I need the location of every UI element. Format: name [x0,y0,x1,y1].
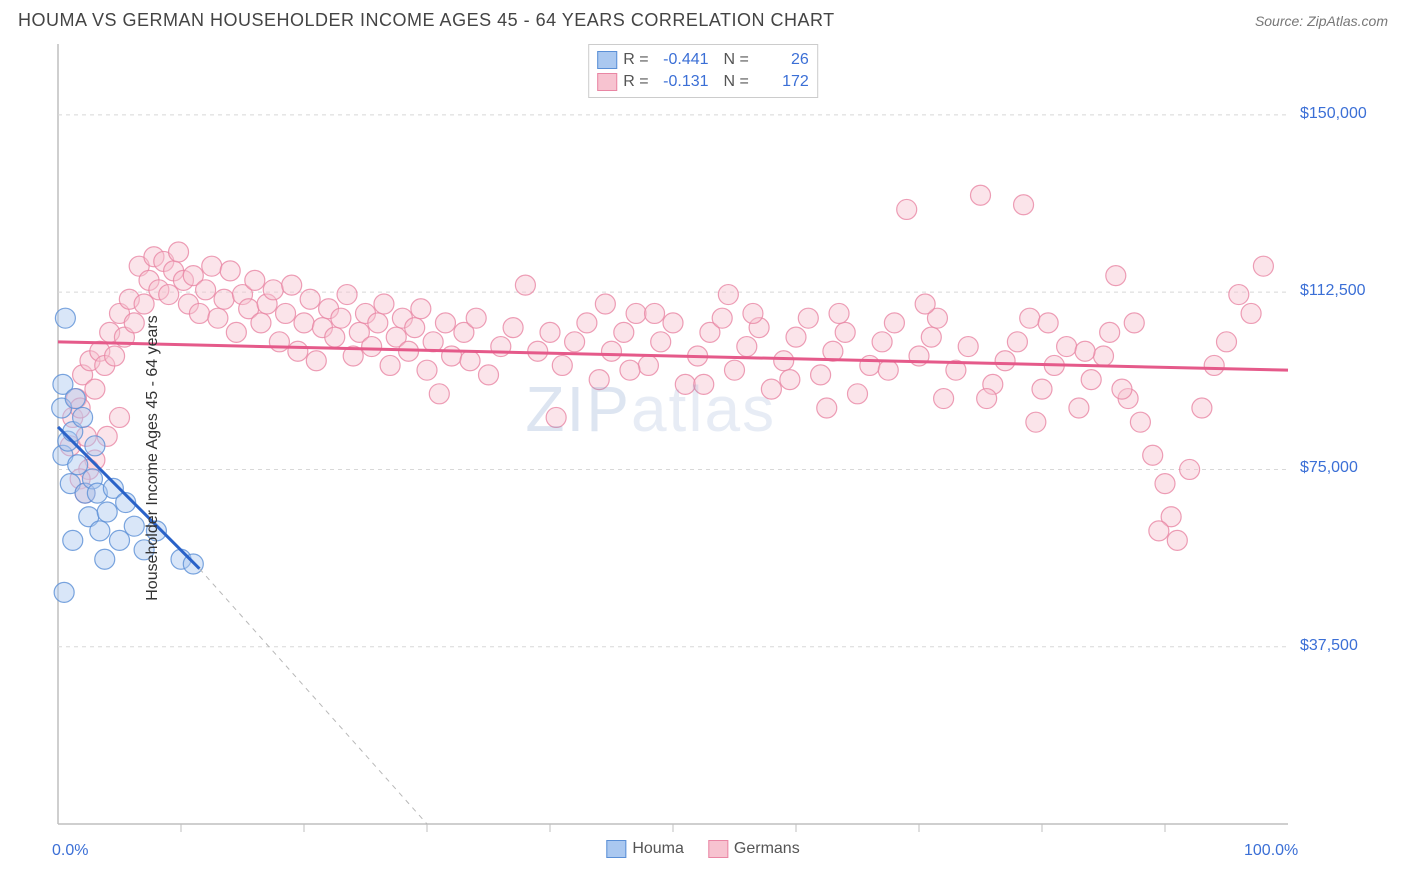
legend-row-houma: R = -0.441 N = 26 [597,49,809,71]
y-tick-label: $150,000 [1300,105,1367,123]
legend-swatch [708,840,728,858]
legend-n-label: N = [715,71,749,93]
y-tick-label: $112,500 [1300,282,1366,300]
legend-item-houma: Houma [606,840,684,858]
x-label-right: 100.0% [1244,842,1298,860]
legend-swatch [606,840,626,858]
y-tick-label: $75,000 [1300,459,1358,477]
legend-n-label: N = [715,49,749,71]
chart-source: Source: ZipAtlas.com [1255,13,1388,29]
scatter-chart [8,39,1398,877]
legend-r-value: -0.131 [655,71,709,93]
legend-item-germans: Germans [708,840,800,858]
legend-n-value: 172 [755,71,809,93]
legend-swatch [597,73,617,91]
legend-label: Houma [632,840,684,858]
y-axis-label: Householder Income Ages 45 - 64 years [144,315,162,601]
legend-swatch [597,51,617,69]
legend-n-value: 26 [755,49,809,71]
legend-row-germans: R = -0.131 N = 172 [597,71,809,93]
series-legend: Houma Germans [606,840,799,858]
chart-header: HOUMA VS GERMAN HOUSEHOLDER INCOME AGES … [0,0,1406,39]
legend-r-label: R = [623,49,648,71]
legend-r-label: R = [623,71,648,93]
correlation-legend: R = -0.441 N = 26 R = -0.131 N = 172 [588,44,818,98]
y-tick-label: $37,500 [1300,637,1358,655]
chart-area: Householder Income Ages 45 - 64 years R … [8,39,1398,877]
legend-r-value: -0.441 [655,49,709,71]
legend-label: Germans [734,840,800,858]
chart-title: HOUMA VS GERMAN HOUSEHOLDER INCOME AGES … [18,10,835,31]
x-label-left: 0.0% [52,842,88,860]
